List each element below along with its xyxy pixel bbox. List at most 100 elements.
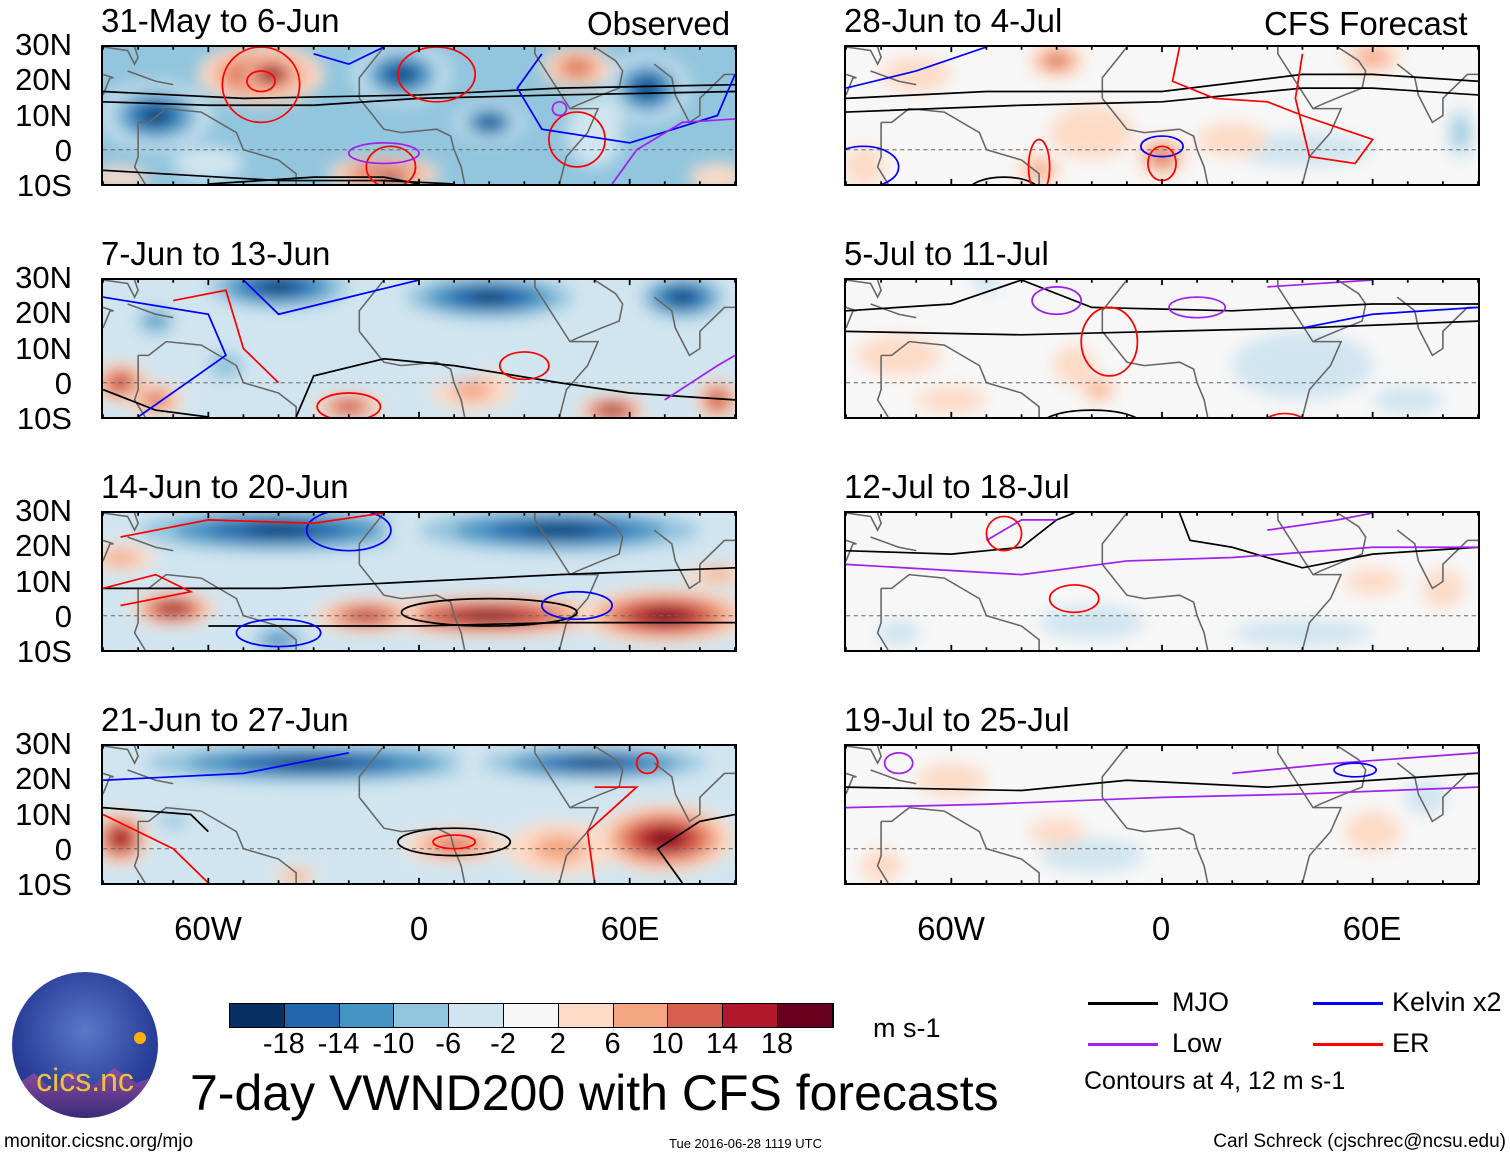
lat-tick-label: 20N <box>15 761 72 797</box>
low-contour <box>1031 285 1083 316</box>
low-contour <box>347 142 420 165</box>
anomaly-blob <box>638 81 656 95</box>
low-contour <box>1168 296 1227 319</box>
legend-kelvin: Kelvin x2 <box>1392 987 1502 1017</box>
anomaly-blob <box>1039 605 1145 640</box>
coastline <box>103 746 139 765</box>
coastline <box>1396 63 1478 124</box>
mjo-contour <box>208 176 420 184</box>
coastline <box>103 280 139 299</box>
footer-author: Carl Schreck (cjschrec@ncsu.edu) <box>1213 1131 1506 1152</box>
coastline <box>1101 513 1128 565</box>
anomaly-blob <box>712 394 723 406</box>
er-contour <box>985 515 1023 552</box>
low-contour <box>883 751 914 775</box>
footer-url[interactable]: monitor.cicsnc.org/mjo <box>4 1131 194 1152</box>
panel-title: 19-Jul to 25-Jul <box>844 701 1070 738</box>
anomaly-blob <box>464 611 514 620</box>
kelvin-contour <box>305 513 392 552</box>
colorbar-label: -18 <box>262 1028 305 1060</box>
anomaly-blob <box>1372 386 1443 414</box>
coastline <box>876 821 889 883</box>
coastline <box>103 772 114 795</box>
anomaly-blob <box>856 334 941 376</box>
kelvin-contour <box>1302 306 1478 329</box>
anomaly-blob <box>1197 122 1268 157</box>
lon-tick-label: 60W <box>917 910 985 947</box>
mjo-contour <box>1021 280 1478 312</box>
coastline <box>133 355 146 417</box>
kelvin-contour <box>541 590 613 621</box>
colorbar-swatch <box>394 1004 450 1027</box>
mjo-contour <box>846 772 1478 792</box>
figure-title: 7-day VWND200 with CFS forecasts <box>190 1065 999 1121</box>
er-contour <box>103 573 194 607</box>
coastline <box>846 280 882 299</box>
lat-tick-label: 10S <box>16 634 72 670</box>
er-contour <box>1080 306 1139 377</box>
er-contour <box>221 47 301 124</box>
coastline <box>881 340 1040 417</box>
coastline <box>653 762 735 823</box>
coastline <box>569 47 624 110</box>
coastline <box>653 296 735 357</box>
lat-tick-label: 0 <box>54 365 72 401</box>
anomaly-blob <box>173 146 244 181</box>
map-panel <box>101 744 737 885</box>
panel-title: 14-Jun to 20-Jun <box>101 468 349 505</box>
lat-tick-label: 0 <box>54 598 72 634</box>
kelvin-contour <box>516 53 735 144</box>
coastline <box>358 513 385 565</box>
low-contour <box>1232 751 1478 775</box>
anomaly-blob <box>1344 811 1401 853</box>
colorbar-swatch <box>503 1004 559 1027</box>
mjo-contour <box>656 813 735 883</box>
er-contour <box>1171 47 1375 165</box>
lat-tick-label: 10N <box>15 97 72 133</box>
kelvin-contour <box>1333 762 1378 778</box>
legend-mjo: MJO <box>1172 987 1229 1017</box>
anomaly-blob <box>650 831 679 846</box>
coastline <box>881 806 1040 883</box>
lat-tick-label: 30N <box>15 726 72 761</box>
colorbar-label: -14 <box>317 1028 360 1060</box>
coastline <box>1396 296 1478 357</box>
anomaly-blob <box>1047 54 1067 67</box>
low-contour <box>611 118 735 184</box>
coastline <box>127 303 174 319</box>
low-contour <box>985 518 1057 542</box>
anomaly-blob <box>916 763 987 798</box>
mjo-contour <box>103 83 735 100</box>
er-contour <box>316 392 382 417</box>
kelvin-contour <box>103 752 349 782</box>
colorbar-swatch <box>777 1004 833 1027</box>
mjo-contour <box>103 388 209 417</box>
colorbar-swatch <box>723 1004 778 1027</box>
map-panel <box>101 278 737 419</box>
lon-tick-label: 60E <box>600 910 660 947</box>
coastline <box>534 280 600 417</box>
contour-note: Contours at 4, 12 m s-1 <box>1084 1067 1346 1095</box>
lat-tick-label: 10N <box>15 796 72 832</box>
lat-tick-label: 10S <box>16 168 72 204</box>
anomaly-blob <box>159 814 188 829</box>
colorbar-swatch <box>668 1004 724 1027</box>
anomaly-blob <box>877 619 920 647</box>
low-contour <box>664 354 735 401</box>
mjo-contour <box>846 513 1075 555</box>
coastline <box>1101 796 1209 883</box>
anomaly-blob <box>208 351 244 380</box>
low-contour <box>1267 513 1373 531</box>
coastline <box>103 47 139 66</box>
er-contour <box>103 813 209 883</box>
mjo-contour <box>846 73 1478 100</box>
logo-text: cics.nc <box>36 1062 134 1098</box>
colorbar-label: -2 <box>490 1028 516 1060</box>
colorbar-label: 18 <box>760 1028 794 1060</box>
coastline <box>103 539 114 562</box>
anomaly-blob <box>647 610 683 622</box>
lon-tick-label: 60W <box>174 910 242 947</box>
lon-tick-label: 60E <box>1342 910 1402 947</box>
colorbar-label: 2 <box>549 1028 566 1060</box>
coastline <box>653 63 735 124</box>
